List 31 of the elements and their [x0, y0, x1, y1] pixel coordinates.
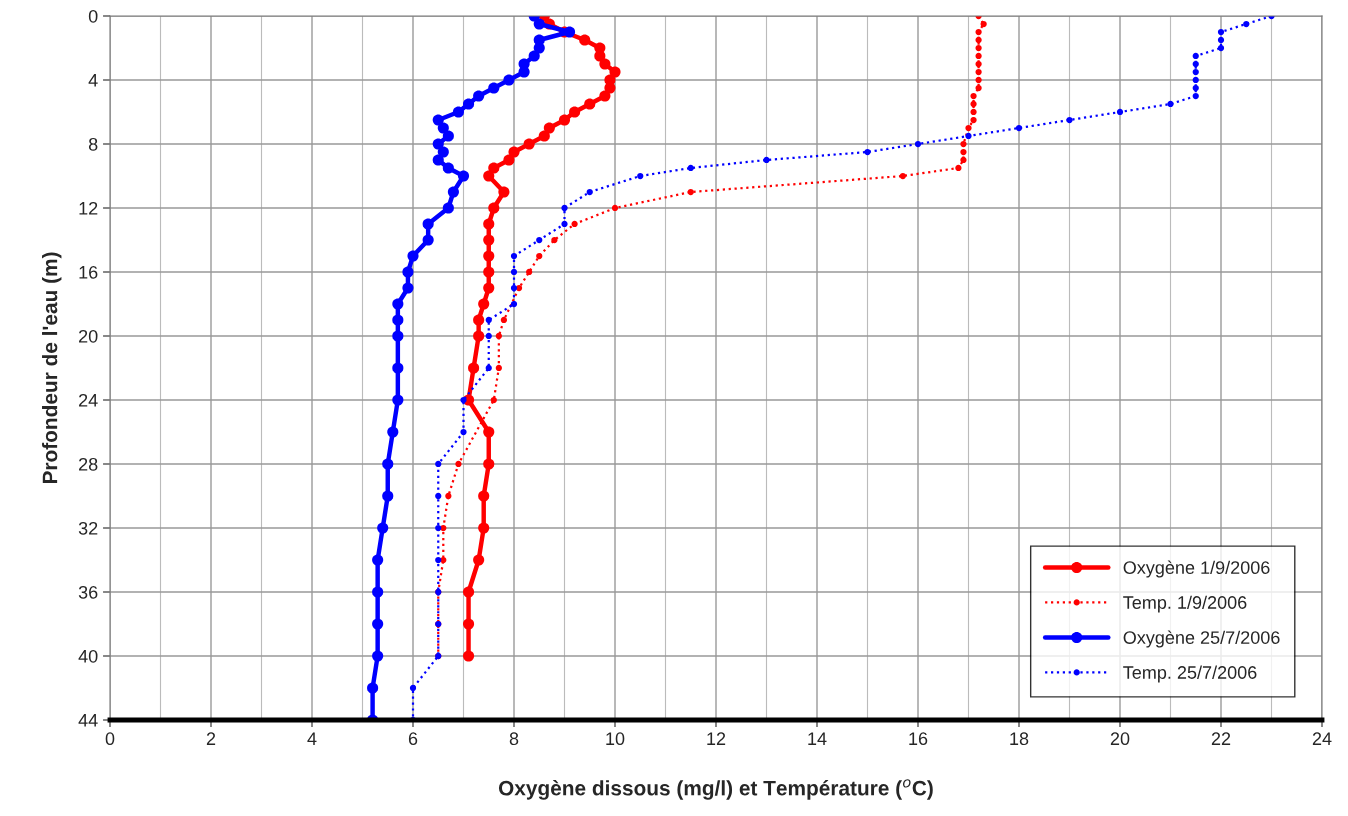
x-tick-label: 8 [509, 732, 519, 746]
y-tick-label: 40 [78, 649, 98, 663]
y-tick-label: 36 [78, 585, 98, 599]
y-tick-label: 4 [88, 74, 98, 87]
y-tick-label: 8 [88, 137, 98, 151]
y-tick-label: 28 [79, 457, 98, 471]
x-tick-label: 16 [909, 732, 928, 746]
y-tick-label: 44 [78, 714, 98, 727]
x-tick-label: 14 [808, 732, 827, 745]
y-tick-label: 32 [78, 521, 98, 535]
y-axis-title: Profondeur de l'eau (m) [42, 252, 62, 484]
legend-label: Temp. 25/7/2006 [1123, 665, 1257, 683]
x-tick-label: 4 [307, 732, 317, 745]
y-tick-label: 12 [79, 201, 98, 215]
x-tick-label: 12 [707, 732, 726, 745]
x-tick-label: 10 [606, 732, 625, 746]
y-tick-label: 20 [79, 329, 98, 343]
x-tick-label: 0 [105, 732, 115, 746]
x-axis-title: Oxygène dissous (mg/l) et Température ($^{o}$C) [498, 779, 933, 800]
legend-label: Oxygène 25/7/2006 [1123, 630, 1280, 648]
x-tick-label: 22 [1211, 732, 1231, 745]
x-tick-label: 6 [408, 732, 418, 746]
y-tick-label: 16 [79, 265, 98, 279]
x-tick-label: 2 [206, 732, 216, 745]
legend-label: Temp. 1/9/2006 [1123, 595, 1247, 613]
y-tick-label: 24 [79, 393, 98, 407]
y-tick-label: 0 [88, 9, 98, 23]
legend-label: Oxygène 1/9/2006 [1123, 560, 1270, 578]
x-tick-label: 20 [1110, 732, 1130, 746]
x-tick-label: 24 [1312, 732, 1332, 745]
x-tick-label: 18 [1010, 732, 1029, 746]
